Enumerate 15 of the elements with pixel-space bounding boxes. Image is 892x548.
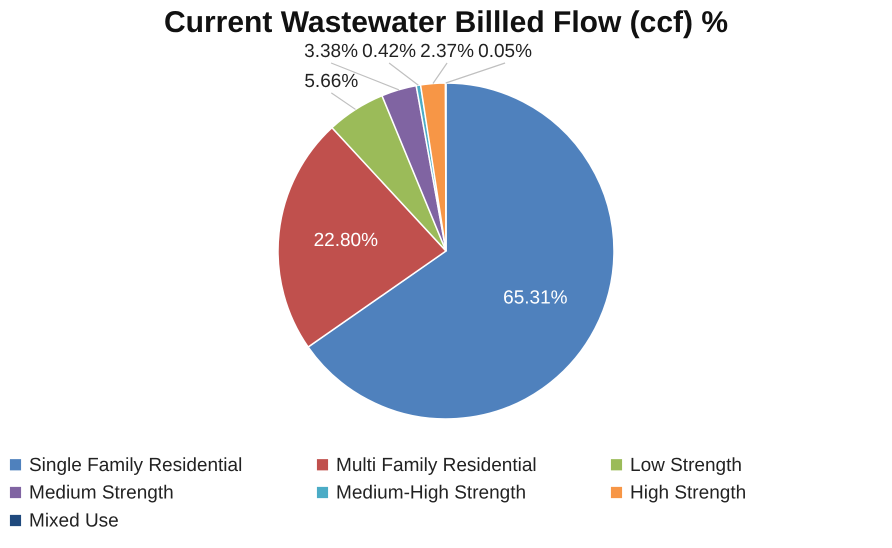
data-label: 22.80%: [314, 230, 378, 252]
data-label: 5.66%: [304, 70, 358, 92]
legend-label: Multi Family Residential: [336, 454, 537, 476]
legend-label: Low Strength: [630, 454, 742, 476]
data-label: 0.42%: [362, 41, 416, 62]
legend-label: Medium-High Strength: [336, 482, 526, 504]
data-label: 3.38%: [304, 41, 358, 62]
data-label: 65.31%: [503, 288, 568, 309]
legend-label: Medium Strength: [29, 482, 174, 504]
legend-label: Single Family Residential: [29, 454, 242, 476]
legend-label: High Strength: [630, 482, 746, 504]
legend-label: Mixed Use: [29, 510, 119, 532]
data-label: 2.37%: [420, 41, 474, 62]
chart-title: Current Wastewater Billled Flow (ccf) %: [164, 6, 728, 39]
data-label: 0.05%: [478, 41, 532, 62]
